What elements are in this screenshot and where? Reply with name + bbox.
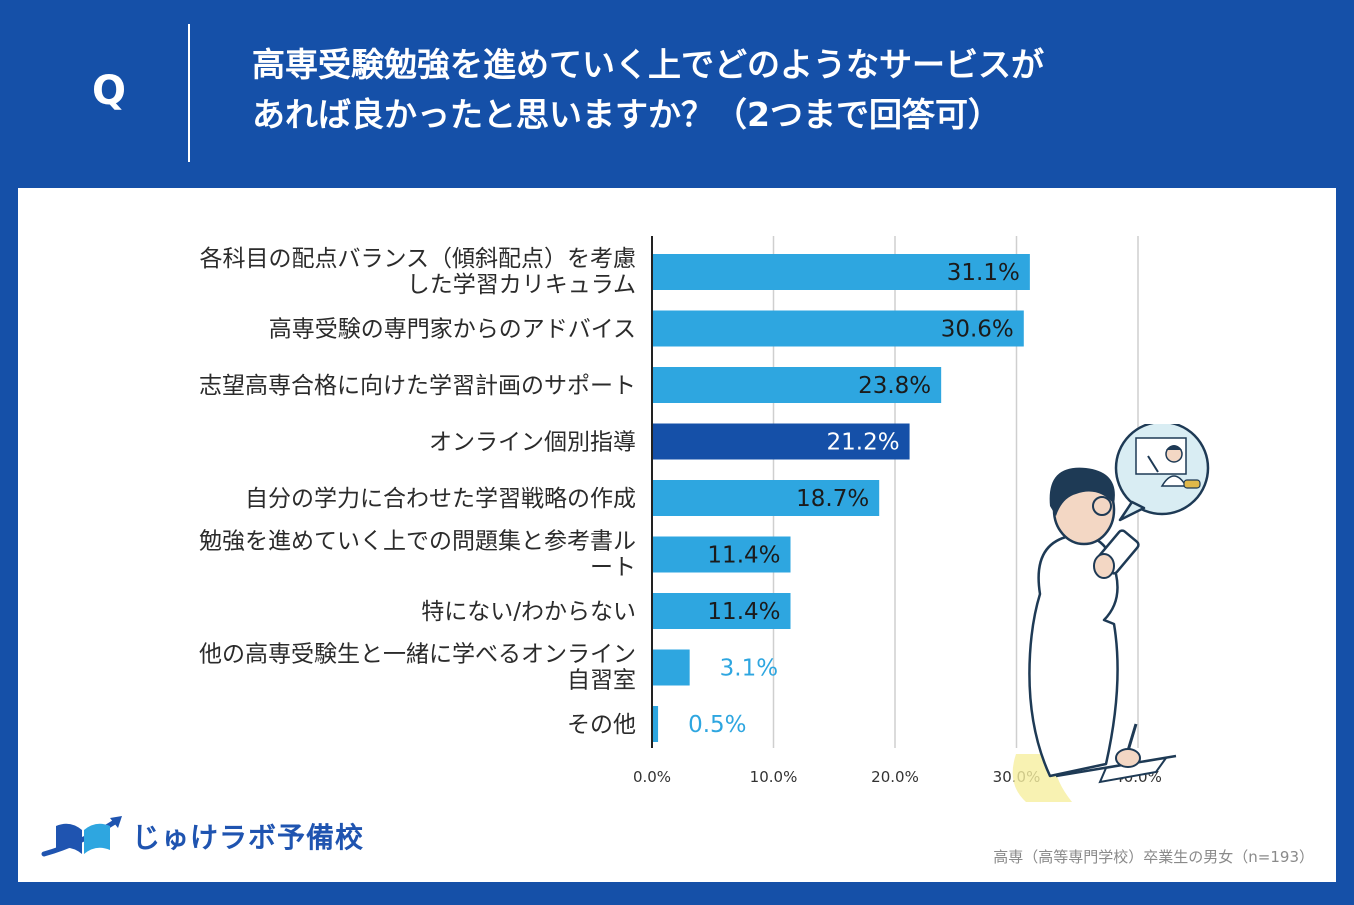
category-label: 他の高専受験生と一緒に学べるオンライン (199, 642, 636, 668)
category-label: オンライン個別指導 (429, 430, 636, 456)
x-tick-label: 20.0% (871, 768, 919, 786)
category-label: ート (590, 555, 636, 581)
value-label: 31.1% (947, 260, 1020, 286)
bar (652, 423, 910, 460)
bar (652, 367, 942, 403)
bar (652, 254, 1030, 290)
question-mark: Q (91, 68, 126, 114)
value-label: 23.8% (858, 373, 931, 399)
category-label: した学習カリキュラム (407, 272, 636, 298)
category-label: 自習室 (567, 668, 636, 694)
bar (652, 480, 880, 516)
value-label: 18.7% (796, 486, 869, 512)
bar (652, 593, 791, 629)
category-label: 各科目の配点バランス（傾斜配点）を考慮 (199, 246, 636, 272)
logo-text: じゅけラボ予備校 (132, 821, 365, 854)
value-label: 3.1% (720, 656, 778, 682)
value-label: 11.4% (707, 543, 780, 569)
brand-logo: じゅけラボ予備校 (40, 806, 364, 866)
category-label: 勉強を進めていく上での問題集と参考書ル (199, 529, 636, 555)
category-label: 志望高専合格に向けた学習計画のサポート (199, 373, 636, 399)
category-label: 高専受験の専門家からのアドバイス (269, 317, 636, 343)
value-label: 30.6% (941, 317, 1014, 343)
category-label: その他 (567, 712, 636, 738)
category-label: 自分の学力に合わせた学習戦略の作成 (245, 486, 636, 512)
bar (652, 536, 791, 573)
bar (652, 706, 659, 742)
source-note: 高専（高等専門学校）卒業生の男女（n=193） (993, 848, 1314, 866)
bar (652, 649, 690, 686)
bar (652, 310, 1024, 347)
header-divider (188, 24, 190, 162)
question-title: 高専受験勉強を進めていく上でどのようなサービスが あれば良かったと思いますか？（… (252, 40, 1312, 140)
value-label: 0.5% (688, 712, 746, 738)
x-tick-label: 10.0% (750, 768, 798, 786)
student-studying-illustration (1012, 424, 1210, 802)
book-logo-icon (41, 816, 122, 857)
category-label: 特にない/わからない (421, 599, 636, 625)
question-title-line-1: 高専受験勉強を進めていく上でどのようなサービスが (252, 45, 1044, 84)
value-label: 11.4% (707, 599, 780, 625)
bar-chart: 0.0%10.0%20.0%30.0%40.0%各科目の配点バランス（傾斜配点）… (199, 236, 1162, 786)
value-label: 21.2% (827, 430, 900, 456)
chart-panel: 0.0%10.0%20.0%30.0%40.0%各科目の配点バランス（傾斜配点）… (18, 188, 1336, 882)
question-title-line-2: あれば良かったと思いますか？（2つまで回答可） (252, 95, 1001, 134)
x-tick-label: 0.0% (633, 768, 671, 786)
